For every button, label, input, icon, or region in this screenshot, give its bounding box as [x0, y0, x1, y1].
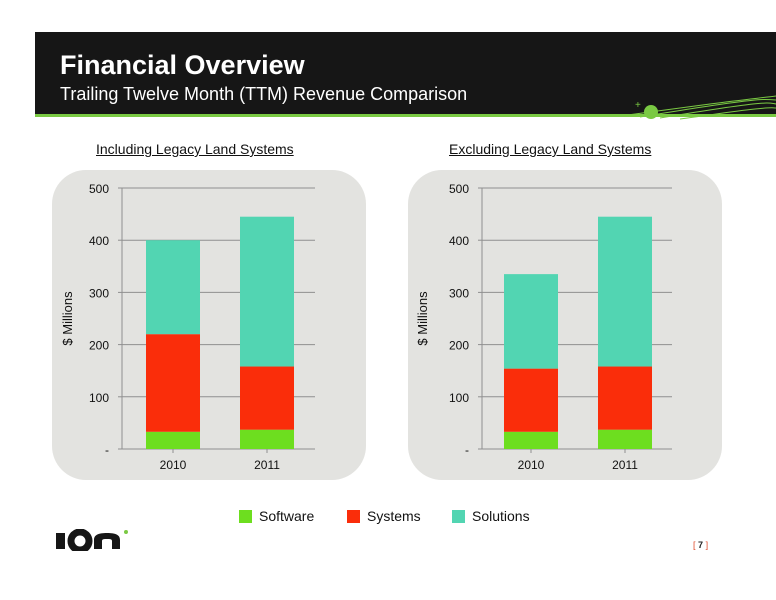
ion-logo [56, 529, 128, 551]
y-tick-label: 500 [89, 182, 109, 196]
y-tick-label: 200 [89, 339, 109, 353]
bar-systems-2010 [146, 334, 200, 432]
bar-solutions-2011 [598, 216, 652, 367]
svg-text:+: + [635, 100, 641, 111]
chart-panel-excluding [408, 170, 722, 480]
y-tick-label: 200 [449, 339, 469, 353]
y-axis-label: $ Millions [415, 291, 430, 346]
y-tick-label: 400 [89, 234, 109, 248]
legend-swatch-software [239, 510, 252, 523]
legend-label-solutions: Solutions [472, 508, 530, 524]
page-bracket-close: ] [705, 540, 709, 550]
y-tick-label: 400 [449, 234, 469, 248]
legend-label-systems: Systems [367, 508, 421, 524]
page-number-value: 7 [698, 540, 704, 550]
legend-swatch-solutions [452, 510, 465, 523]
y-axis-label: $ Millions [60, 291, 75, 346]
page-bracket-open: [ [693, 540, 696, 550]
x-tick-label: 2010 [518, 458, 545, 472]
chart-title-including: Including Legacy Land Systems [96, 141, 294, 157]
banner-swoosh-graphic: + [620, 95, 776, 120]
bar-solutions-2011 [240, 216, 294, 367]
page-number: [ 7 ] [693, 540, 708, 550]
header-banner [35, 32, 776, 114]
y-tick-label: - [465, 443, 469, 457]
bar-systems-2011 [240, 366, 294, 430]
y-tick-label: 300 [89, 286, 109, 300]
y-tick-label: - [105, 443, 109, 457]
x-tick-label: 2010 [160, 458, 187, 472]
bar-software-2011 [240, 429, 294, 449]
legend-swatch-systems [347, 510, 360, 523]
y-tick-label: 300 [449, 286, 469, 300]
y-tick-label: 500 [449, 182, 469, 196]
bar-software-2011 [598, 429, 652, 449]
bar-systems-2010 [504, 368, 558, 432]
page-title: Financial Overview [60, 50, 305, 80]
x-tick-label: 2011 [612, 458, 638, 472]
legend-label-software: Software [259, 508, 315, 524]
y-tick-label: 100 [449, 391, 469, 405]
bar-solutions-2010 [146, 240, 200, 335]
header-accent-line [35, 114, 776, 117]
y-tick-label: 100 [89, 391, 109, 405]
bar-software-2010 [146, 431, 200, 449]
bar-solutions-2010 [504, 274, 558, 369]
bar-systems-2011 [598, 366, 652, 430]
chart-title-excluding: Excluding Legacy Land Systems [449, 141, 652, 157]
x-tick-label: 2011 [254, 458, 280, 472]
chart-panel-including [52, 170, 366, 480]
bar-software-2010 [504, 431, 558, 449]
page-subtitle: Trailing Twelve Month (TTM) Revenue Comp… [60, 84, 468, 104]
